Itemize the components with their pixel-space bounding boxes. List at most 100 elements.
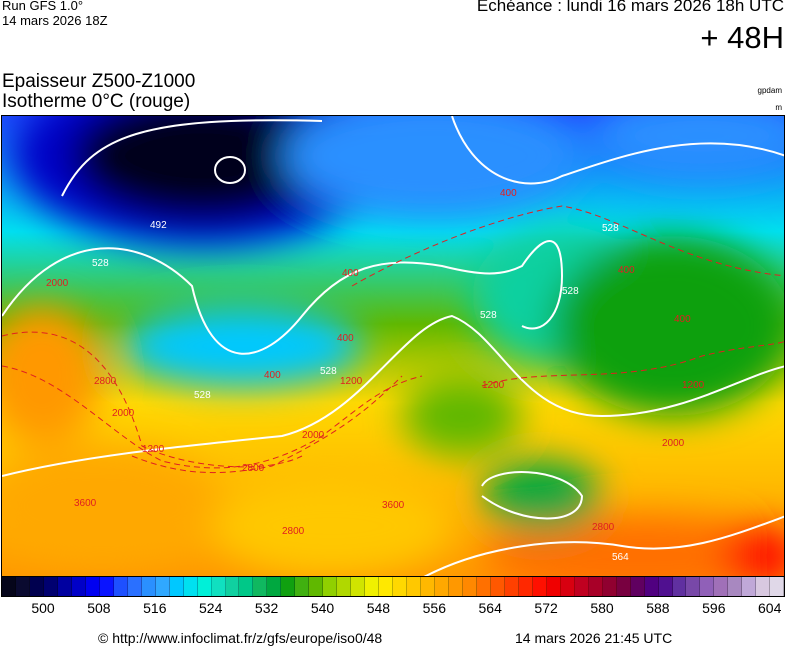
thickness-label: 528 — [562, 286, 579, 297]
colorbar-tick-label: 604 — [758, 600, 782, 616]
colorbar-swatch — [57, 577, 72, 596]
thickness-label: 528 — [194, 390, 211, 401]
iso0-label: 400 — [500, 188, 517, 199]
thickness-label: 492 — [150, 220, 167, 231]
colorbar-swatch — [407, 577, 422, 596]
colorbar-swatch — [602, 577, 617, 596]
colorbar-swatch — [99, 577, 114, 596]
colorbar-tick-label: 564 — [478, 600, 502, 616]
iso0-label: 2000 — [302, 430, 325, 441]
iso0-2800 — [131, 375, 403, 474]
colorbar-swatch — [379, 577, 394, 596]
colorbar-swatch — [141, 577, 156, 596]
colorbar-swatch — [113, 577, 128, 596]
source-credit: © http://www.infoclimat.fr/z/gfs/europe/… — [98, 630, 383, 646]
colorbar-swatch — [658, 577, 673, 596]
colorbar-swatch — [742, 577, 757, 596]
colorbar-swatch — [588, 577, 603, 596]
contour-closed-med — [481, 471, 584, 520]
colorbar-swatch — [504, 577, 519, 596]
colorbar-swatch — [449, 577, 463, 596]
colorbar-swatch — [365, 577, 380, 596]
iso0-labels: 400 400 400 400 400 400 1200 1200 1200 1… — [46, 188, 705, 537]
iso0-2000 — [2, 365, 423, 469]
colorbar-swatch — [155, 577, 170, 596]
colorbar-swatch — [211, 577, 226, 596]
thickness-contours — [2, 116, 784, 576]
iso0-label: 400 — [264, 370, 281, 381]
colorbar-swatch — [85, 577, 100, 596]
contour-528-north — [451, 116, 784, 185]
colorbar-swatch — [700, 577, 715, 596]
colorbar-swatch — [295, 577, 310, 596]
colorbar-tick-label: 540 — [310, 600, 335, 616]
lead-time: + 48H — [700, 20, 784, 55]
iso0-1200-east — [481, 341, 784, 387]
colorbar-swatch — [127, 577, 142, 596]
contour-540 — [2, 314, 784, 477]
colorbar-swatch — [630, 577, 645, 596]
colorbar-tick-label: 596 — [702, 600, 726, 616]
colorbar-tick-label: 556 — [422, 600, 446, 616]
colorbar-swatch — [2, 577, 16, 596]
colorbar-swatch — [728, 577, 743, 596]
thickness-label: 528 — [92, 258, 109, 269]
colorbar-swatch — [686, 577, 701, 596]
colorbar-swatch — [71, 577, 86, 596]
colorbar-swatch — [421, 577, 436, 596]
colorbar-swatch — [574, 577, 589, 596]
colorbar-swatch — [770, 577, 785, 596]
colorbar-swatch — [169, 577, 184, 596]
colorbar-tick-label: 532 — [254, 600, 279, 616]
generation-time: 14 mars 2026 21:45 UTC — [515, 630, 673, 646]
colorbar-swatch — [281, 577, 296, 596]
unit-m: m — [775, 103, 782, 112]
colorbar-swatch — [644, 577, 659, 596]
colorbar-swatch — [337, 577, 352, 596]
iso0-label: 400 — [337, 333, 354, 344]
iso0-1200 — [2, 331, 303, 468]
colorbar-swatch — [253, 577, 268, 596]
iso0-label: 1200 — [682, 380, 705, 391]
iso0-contours — [2, 205, 784, 474]
colorbar-swatch — [518, 577, 533, 596]
colorbar-tick-label: 524 — [199, 600, 223, 616]
colorbar-swatch — [756, 577, 771, 596]
thickness-label: 528 — [480, 310, 497, 321]
colorbar-tick-label: 588 — [646, 600, 670, 616]
title-line-1: Epaisseur Z500-Z1000 — [2, 71, 196, 92]
colorbar-swatch — [462, 577, 477, 596]
colorbar-swatch — [672, 577, 687, 596]
contour-528-south — [2, 240, 564, 355]
iso0-label: 2000 — [112, 408, 135, 419]
colorbar-swatch — [43, 577, 58, 596]
map-title: Epaisseur Z500-Z1000 Isotherme 0°C (roug… — [2, 72, 195, 112]
colorbar-swatch — [15, 577, 30, 596]
colorbar-swatch — [435, 577, 449, 596]
contour-492 — [61, 119, 323, 197]
iso0-label: 1200 — [482, 380, 505, 391]
colorbar-tick-label: 572 — [534, 600, 558, 616]
run-model: Run GFS 1.0° — [2, 0, 84, 13]
iso0-label: 2000 — [46, 278, 69, 289]
colorbar-swatch — [546, 577, 561, 596]
iso0-label: 2000 — [662, 438, 685, 449]
contour-492-closed — [214, 156, 246, 184]
colorbar-swatch — [351, 577, 366, 596]
run-info: Run GFS 1.0° 14 mars 2026 18Z — [2, 0, 108, 28]
valid-time: Echéance : lundi 16 mars 2026 18h UTC — [476, 0, 784, 15]
iso0-label: 1200 — [340, 376, 363, 387]
colorbar-swatch — [197, 577, 212, 596]
thickness-label: 528 — [602, 223, 619, 234]
colorbar-swatch — [267, 577, 282, 596]
iso0-label: 2800 — [282, 526, 305, 537]
colorbar-swatch — [239, 577, 254, 596]
iso0-label: 400 — [674, 314, 691, 325]
colorbar-swatch — [560, 577, 575, 596]
iso0-label: 3600 — [382, 500, 405, 511]
colorbar-tick-label: 508 — [87, 600, 111, 616]
colorbar-tick-label: 580 — [590, 600, 614, 616]
map-canvas: 492 528 528 528 528 528 528 564 400 400 … — [2, 116, 784, 576]
unit-gpdam: gpdam — [757, 86, 782, 95]
thickness-label: 564 — [612, 552, 629, 563]
